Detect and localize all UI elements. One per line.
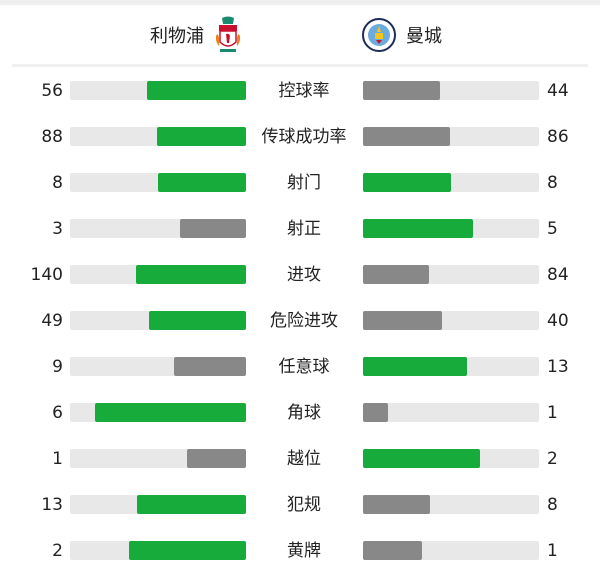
away-team[interactable]: 曼城	[362, 5, 442, 65]
home-value: 140	[30, 265, 63, 285]
stat-row: 56 控球率 44	[0, 81, 600, 101]
home-bar-fill	[187, 449, 246, 468]
home-value: 6	[52, 403, 63, 423]
away-bar	[363, 173, 539, 192]
away-bar	[363, 265, 539, 284]
home-bar-fill	[158, 173, 246, 192]
stat-label: 传球成功率	[261, 127, 347, 147]
manchester-city-crest-icon	[362, 18, 396, 52]
stat-label: 射门	[287, 173, 321, 193]
stat-label: 危险进攻	[270, 311, 338, 331]
stat-label: 控球率	[278, 81, 330, 101]
stat-row: 3 射正 5	[0, 219, 600, 239]
home-value: 8	[52, 173, 63, 193]
top-divider	[0, 0, 600, 5]
header-divider	[12, 64, 588, 67]
away-value: 1	[547, 541, 558, 561]
away-value: 8	[547, 495, 558, 515]
away-value: 2	[547, 449, 558, 469]
home-value: 88	[41, 127, 63, 147]
away-bar	[363, 541, 539, 560]
home-bar	[70, 81, 246, 100]
stat-row: 1 越位 2	[0, 449, 600, 469]
away-value: 84	[547, 265, 569, 285]
home-bar	[70, 173, 246, 192]
away-team-name: 曼城	[406, 26, 442, 47]
away-bar	[363, 403, 539, 422]
stat-row: 140 进攻 84	[0, 265, 600, 285]
away-bar	[363, 495, 539, 514]
home-value: 2	[52, 541, 63, 561]
home-bar-fill	[137, 495, 246, 514]
away-bar-fill	[363, 311, 443, 330]
away-value: 5	[547, 219, 558, 239]
away-bar	[363, 219, 539, 238]
home-bar-fill	[147, 81, 246, 100]
away-bar	[363, 127, 539, 146]
home-bar	[70, 219, 246, 238]
stat-label: 越位	[287, 449, 321, 469]
stat-row: 88 传球成功率 86	[0, 127, 600, 147]
stat-label: 射正	[287, 219, 321, 239]
away-value: 8	[547, 173, 558, 193]
away-bar	[363, 449, 539, 468]
away-bar-fill	[363, 449, 481, 468]
away-bar-fill	[363, 265, 429, 284]
home-value: 49	[41, 311, 63, 331]
home-bar-fill	[136, 265, 246, 284]
away-bar	[363, 357, 539, 376]
match-header: 利物浦 曼城	[0, 5, 600, 65]
liverpool-crest-icon	[216, 16, 240, 52]
stat-label: 角球	[287, 403, 321, 423]
stat-label: 黄牌	[287, 541, 321, 561]
away-bar-fill	[363, 541, 422, 560]
home-bar	[70, 311, 246, 330]
home-bar-fill	[95, 403, 246, 422]
home-bar	[70, 449, 246, 468]
home-team[interactable]: 利物浦	[150, 5, 242, 65]
home-bar-fill	[174, 357, 246, 376]
home-value: 13	[41, 495, 63, 515]
home-bar	[70, 265, 246, 284]
away-bar-fill	[363, 403, 389, 422]
away-bar-fill	[363, 81, 441, 100]
stat-row: 8 射门 8	[0, 173, 600, 193]
stat-row: 9 任意球 13	[0, 357, 600, 377]
stat-label: 任意球	[278, 357, 330, 377]
home-team-name: 利物浦	[150, 26, 204, 47]
home-bar-fill	[128, 541, 246, 560]
away-value: 44	[547, 81, 569, 101]
home-bar	[70, 357, 246, 376]
home-bar-fill	[157, 127, 246, 146]
away-bar-fill	[363, 127, 450, 146]
away-value: 1	[547, 403, 558, 423]
home-bar	[70, 127, 246, 146]
home-value: 9	[52, 357, 63, 377]
away-value: 13	[547, 357, 569, 377]
away-value: 86	[547, 127, 569, 147]
away-bar-fill	[363, 173, 451, 192]
stat-row: 6 角球 1	[0, 403, 600, 423]
away-bar	[363, 81, 539, 100]
stat-row: 49 危险进攻 40	[0, 311, 600, 331]
away-bar-fill	[363, 495, 431, 514]
home-bar	[70, 403, 246, 422]
home-value: 1	[52, 449, 63, 469]
home-bar	[70, 541, 246, 560]
away-value: 40	[547, 311, 569, 331]
stat-label: 犯规	[287, 495, 321, 515]
away-bar	[363, 311, 539, 330]
home-bar-fill	[180, 219, 246, 238]
home-bar-fill	[149, 311, 246, 330]
stat-row: 13 犯规 8	[0, 495, 600, 515]
home-value: 3	[52, 219, 63, 239]
away-bar-fill	[363, 357, 467, 376]
stat-label: 进攻	[287, 265, 321, 285]
home-value: 56	[41, 81, 63, 101]
home-bar	[70, 495, 246, 514]
away-bar-fill	[363, 219, 473, 238]
stat-row: 2 黄牌 1	[0, 541, 600, 561]
